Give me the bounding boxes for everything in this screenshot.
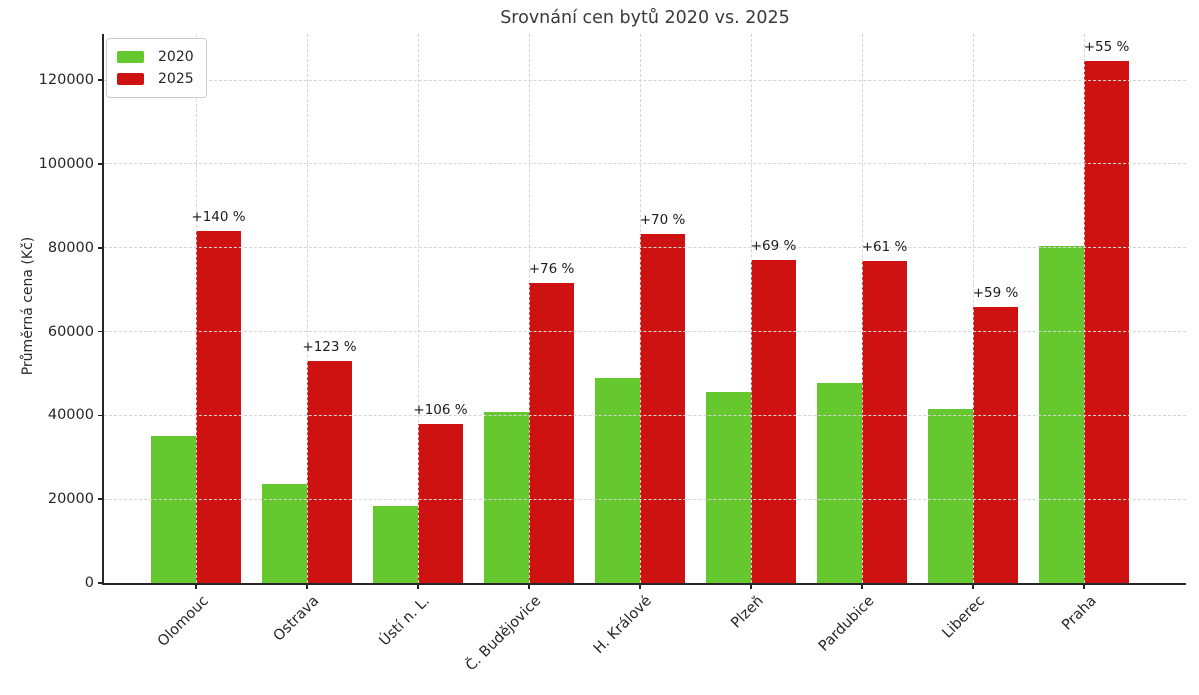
x-tick-label-olomouc: Olomouc: [154, 593, 212, 650]
y-tick-label: 80000: [47, 239, 94, 256]
x-tick-label-bud-jovice: Č. Budějovice: [462, 593, 545, 675]
bar-2025-praha: [1084, 61, 1129, 583]
bar-2025-st-n-l: [418, 424, 463, 583]
bar-2020-praha: [1039, 246, 1084, 583]
legend-label-2025: 2025: [158, 71, 194, 87]
bar-2020-olomouc: [151, 436, 196, 583]
y-axis-spine: [102, 34, 104, 585]
x-tick: [417, 584, 419, 589]
gridline-vertical: [639, 34, 641, 583]
legend-entry-2025: 2025: [117, 68, 194, 90]
gridline-horizontal: [104, 331, 1186, 333]
gridline-vertical: [972, 34, 974, 583]
bar-2025-bud-jovice: [529, 282, 574, 583]
x-tick-label-liberec: Liberec: [939, 593, 989, 642]
x-tick-label-praha: Praha: [1058, 593, 1100, 634]
y-axis-label: Průměrná cena (Kč): [20, 236, 36, 376]
gridline-horizontal: [104, 79, 1186, 81]
annotation-bud-jovice: +76 %: [528, 260, 575, 277]
bar-2025-h-kr-lov: [640, 233, 685, 583]
legend: 2020 2025: [106, 38, 207, 98]
legend-label-2020: 2020: [158, 49, 194, 65]
x-tick-label-plze: Plzeň: [727, 593, 767, 632]
x-axis-spine: [102, 583, 1187, 585]
gridline-horizontal: [104, 163, 1186, 165]
annotation-praha: +55 %: [1083, 39, 1130, 56]
annotation-pardubice: +61 %: [861, 239, 908, 256]
x-tick: [195, 584, 197, 589]
bar-2020-plze: [706, 391, 751, 583]
y-tick: [98, 79, 103, 81]
y-tick: [98, 330, 103, 333]
y-tick: [98, 498, 103, 500]
bar-2020-pardubice: [817, 383, 862, 583]
bar-2020-ostrava: [262, 483, 307, 583]
y-tick-label: 20000: [47, 491, 94, 508]
y-tick-label: 100000: [38, 155, 94, 172]
bar-2025-pardubice: [862, 261, 907, 583]
y-tick-label: 40000: [47, 407, 94, 424]
annotation-ostrava: +123 %: [302, 339, 357, 356]
chart-title: Srovnání cen bytů 2020 vs. 2025: [500, 8, 790, 28]
gridline-vertical: [528, 34, 530, 583]
bar-2025-liberec: [973, 307, 1018, 583]
bar-2025-ostrava: [307, 361, 352, 583]
legend-swatch-2025: [117, 73, 144, 85]
annotation-olomouc: +140 %: [191, 208, 246, 225]
y-tick: [98, 246, 103, 249]
y-tick-label: 0: [84, 575, 94, 591]
y-tick: [98, 163, 103, 165]
gridline-vertical: [195, 34, 197, 583]
gridline-vertical: [306, 34, 308, 583]
gridline-horizontal: [104, 247, 1186, 249]
gridline-horizontal: [104, 498, 1186, 500]
bar-2020-h-kr-lov: [595, 377, 640, 583]
x-tick-label-ostrava: Ostrava: [270, 593, 323, 645]
legend-swatch-2020: [117, 51, 144, 63]
bar-2020-st-n-l: [373, 505, 418, 583]
annotation-st-n-l: +106 %: [413, 402, 468, 419]
y-tick: [98, 414, 103, 417]
gridline-vertical: [861, 34, 863, 583]
x-tick: [972, 584, 974, 589]
bar-2025-olomouc: [196, 230, 241, 583]
bar-2020-bud-jovice: [484, 412, 529, 583]
annotation-liberec: +59 %: [972, 285, 1019, 302]
gridline-vertical: [417, 34, 419, 583]
x-tick: [750, 584, 752, 589]
x-tick-label-pardubice: Pardubice: [815, 593, 878, 655]
x-tick: [1083, 584, 1085, 589]
bar-2025-plze: [751, 259, 796, 583]
gridline-vertical: [1083, 34, 1085, 583]
legend-entry-2020: 2020: [117, 46, 194, 68]
annotation-plze: +69 %: [750, 237, 797, 254]
gridline-vertical: [750, 34, 752, 583]
y-tick: [98, 582, 103, 584]
y-tick-label: 120000: [38, 72, 94, 89]
x-tick: [639, 584, 641, 589]
x-tick: [861, 584, 863, 589]
x-tick: [306, 584, 308, 589]
bar-2020-liberec: [928, 409, 973, 583]
gridline-horizontal: [104, 414, 1186, 416]
x-tick: [528, 584, 530, 589]
x-tick-label-st-n-l: Ústí n. L.: [377, 593, 434, 650]
annotation-h-kr-lov: +70 %: [639, 211, 686, 228]
x-tick-label-h-kr-lov: H. Králové: [591, 593, 656, 658]
y-tick-label: 60000: [47, 323, 94, 340]
